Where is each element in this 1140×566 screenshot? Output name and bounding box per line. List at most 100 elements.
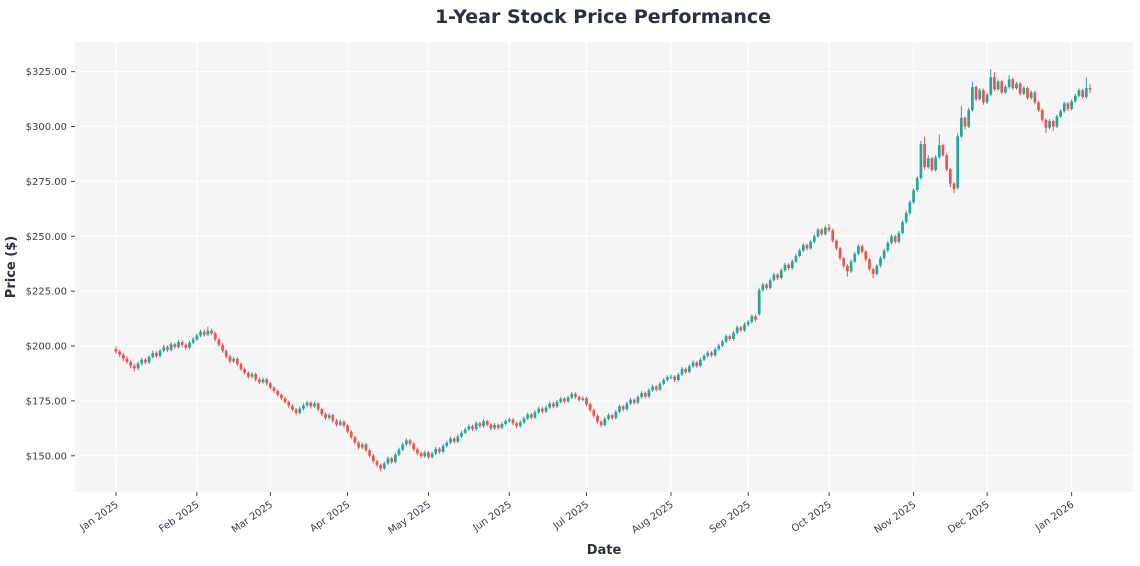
- candle: [276, 389, 280, 397]
- candle: [853, 251, 857, 264]
- candle: [416, 447, 419, 456]
- candle: [835, 239, 838, 251]
- candle: [901, 220, 904, 235]
- candle: [210, 328, 213, 336]
- candle: [463, 427, 467, 435]
- candle: [496, 423, 500, 430]
- candle: [489, 423, 493, 431]
- candle: [206, 326, 210, 337]
- candle: [893, 234, 897, 244]
- candle: [746, 319, 750, 327]
- candle: [1011, 77, 1015, 91]
- candle: [324, 412, 327, 420]
- candle: [1059, 109, 1062, 119]
- candle: [544, 405, 548, 413]
- candle: [515, 421, 518, 429]
- candle: [897, 231, 901, 244]
- candle: [577, 395, 581, 402]
- candle: [166, 345, 169, 352]
- candle: [1018, 82, 1022, 96]
- candle: [643, 391, 647, 399]
- candle: [790, 259, 794, 270]
- candle: [151, 350, 155, 359]
- candle: [1007, 75, 1011, 89]
- candle: [787, 263, 790, 271]
- candle: [989, 69, 993, 97]
- candle: [195, 333, 199, 342]
- candle: [357, 441, 360, 450]
- candle: [250, 372, 254, 379]
- candle: [706, 350, 710, 358]
- candle: [1073, 93, 1077, 103]
- candle: [320, 407, 324, 417]
- candle: [842, 256, 846, 268]
- candle: [408, 438, 412, 446]
- candle: [213, 331, 217, 342]
- candle: [239, 362, 243, 372]
- candle: [261, 377, 265, 384]
- candle: [419, 451, 423, 459]
- candle: [349, 430, 353, 440]
- candle: [430, 451, 434, 459]
- candle: [269, 382, 272, 390]
- candle: [353, 435, 357, 445]
- candle: [1029, 90, 1033, 100]
- candle: [978, 88, 982, 101]
- candle: [1026, 86, 1029, 100]
- candle: [754, 314, 757, 322]
- candle: [860, 244, 864, 254]
- candle: [735, 325, 739, 335]
- candle: [1044, 118, 1048, 133]
- candle: [688, 364, 691, 374]
- candle: [599, 420, 603, 428]
- candle: [801, 243, 805, 253]
- candle: [184, 343, 188, 350]
- candle: [757, 288, 761, 316]
- candle: [915, 176, 919, 192]
- candle: [1040, 108, 1044, 122]
- candle: [912, 188, 915, 204]
- candle: [493, 423, 496, 430]
- candle: [831, 228, 835, 243]
- candle: [691, 360, 695, 368]
- candle: [456, 434, 460, 444]
- candle: [467, 424, 471, 432]
- candle: [665, 375, 669, 382]
- candle: [846, 264, 849, 277]
- candle: [805, 243, 809, 251]
- x-tick-label: Apr 2025: [308, 499, 352, 534]
- candle: [827, 223, 831, 233]
- plot-background: [75, 42, 1133, 492]
- candle: [224, 349, 228, 359]
- candle: [1004, 85, 1007, 95]
- candle: [713, 347, 717, 357]
- candle: [937, 134, 941, 159]
- candle: [526, 412, 530, 420]
- candle: [235, 357, 239, 366]
- candle: [335, 418, 338, 427]
- candle: [368, 448, 371, 458]
- candle: [1088, 83, 1092, 94]
- candle: [287, 400, 291, 408]
- candle: [809, 239, 813, 250]
- candle: [908, 200, 912, 215]
- plot-area: $150.00 $175.00 $200.00 $225.00 $250.00 $275.…: [26, 42, 1133, 537]
- candle: [1055, 114, 1059, 129]
- candle: [724, 334, 728, 344]
- candle: [555, 400, 559, 408]
- candle: [695, 360, 699, 368]
- candle: [765, 283, 768, 290]
- candle: [272, 385, 276, 393]
- candle: [647, 388, 651, 399]
- candle: [533, 410, 537, 419]
- candle: [993, 71, 996, 92]
- candle: [283, 396, 287, 404]
- candle: [820, 228, 824, 237]
- candle: [537, 406, 541, 414]
- x-tick-label: Feb 2025: [157, 499, 201, 535]
- candle: [280, 393, 283, 401]
- y-tick-label: $175.00: [26, 396, 67, 407]
- candle: [960, 105, 963, 138]
